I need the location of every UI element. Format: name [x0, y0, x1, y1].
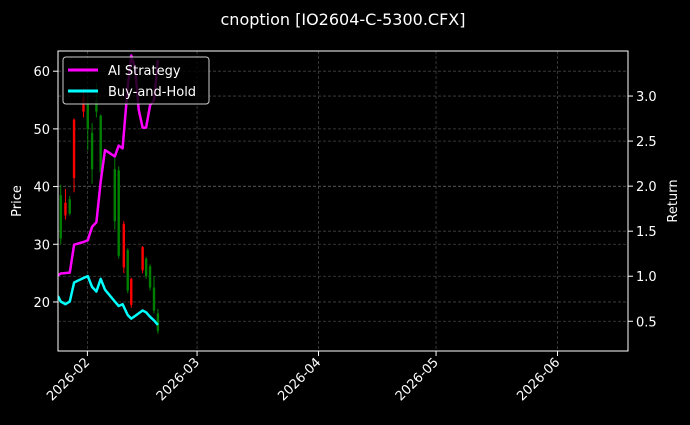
- legend: AI Strategy Buy-and-Hold: [62, 56, 210, 105]
- candle-body: [90, 132, 94, 170]
- series-line-ai-strategy: [58, 54, 160, 277]
- y-axis-right-label: Return: [666, 179, 681, 222]
- y-left-tick-label: 20: [33, 296, 50, 311]
- y-left-tick-label: 50: [33, 123, 50, 138]
- candle-body: [148, 266, 152, 288]
- y-right-tick-label: 1.5: [636, 225, 657, 240]
- y-axis-right: 0.5 1.0 1.5 2.0 2.5 3.0: [628, 90, 657, 330]
- legend-label-ai-strategy: AI Strategy: [108, 64, 181, 79]
- candle-body: [68, 199, 71, 214]
- candle-body: [86, 102, 89, 129]
- y-axis-left-label: Price: [10, 185, 25, 217]
- y-right-tick-label: 3.0: [636, 90, 657, 105]
- candle-body: [113, 169, 117, 222]
- y-right-tick-label: 2.0: [636, 180, 657, 195]
- candle-body: [117, 170, 120, 256]
- candle-body: [122, 224, 126, 268]
- candle-body: [130, 278, 133, 305]
- candle-body: [126, 250, 129, 291]
- candle-body: [64, 202, 67, 216]
- y-right-tick-label: 0.5: [636, 315, 657, 330]
- y-left-tick-label: 30: [33, 238, 50, 253]
- y-left-tick-label: 40: [33, 181, 50, 196]
- candle-body: [144, 258, 148, 276]
- plot-frame: [57, 50, 629, 352]
- y-right-tick-label: 2.5: [636, 135, 657, 150]
- candle-body: [59, 195, 62, 239]
- y-left-tick-label: 60: [33, 65, 50, 80]
- candle-body: [152, 287, 156, 311]
- y-right-tick-label: 1.0: [636, 270, 657, 285]
- candle-body: [141, 247, 144, 271]
- chart-title: cnoption [IO2604-C-5300.CFX]: [221, 10, 466, 29]
- candle-body: [72, 119, 76, 178]
- candle-body: [156, 313, 160, 331]
- plot-series: [58, 54, 160, 334]
- y-axis-left: 20 30 40 50 60: [33, 65, 58, 311]
- legend-label-buy-and-hold: Buy-and-Hold: [108, 85, 196, 100]
- grid-lines: [58, 51, 628, 351]
- series-line-buy-and-hold: [58, 274, 159, 326]
- plot-area: [58, 54, 160, 334]
- legend-box: [62, 56, 210, 105]
- candle-body: [95, 100, 98, 112]
- candle-body: [99, 115, 102, 173]
